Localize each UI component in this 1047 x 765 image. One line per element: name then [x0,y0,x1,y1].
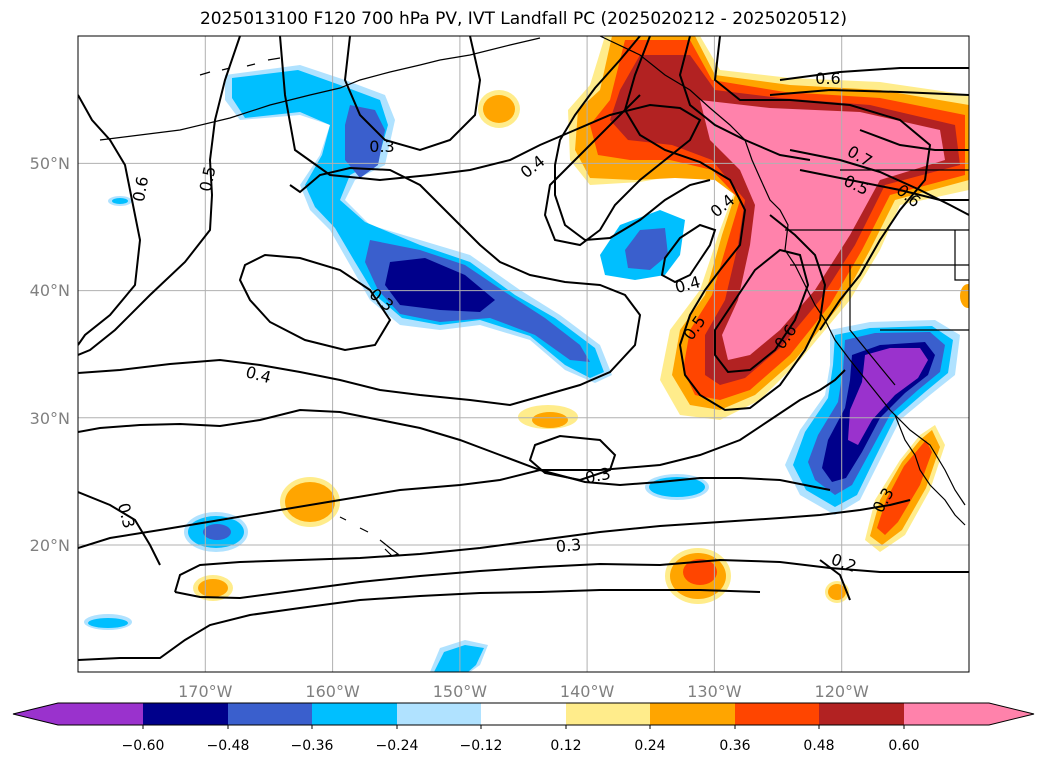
contour-line [554,36,711,242]
negative-anomaly-darkblue [385,258,495,312]
colorbar-bin [397,703,481,725]
colorbar-tick-label: 0.48 [803,738,834,754]
contour-label: 0.3 [555,535,582,556]
contour-line [78,166,642,407]
lat-tick-label: 50°N [30,154,70,173]
positive-patch [285,482,335,522]
contour-line [714,248,810,374]
colorbar-extend-low [13,703,58,725]
contour-label: 0.3 [369,137,394,156]
colorbar-bin [312,703,397,725]
negative-patch [88,618,128,628]
colorbar-tick-label: −0.60 [122,738,165,754]
contour-line [799,169,969,201]
pv-contours [78,36,969,661]
lat-tick-label: 30°N [30,409,70,428]
contour-label: 0.6 [129,175,152,203]
negative-patch [434,645,484,672]
lon-tick-label: 140°W [560,682,615,701]
contour-line [623,36,827,412]
positive-patch [198,579,228,597]
contour-line [238,253,392,352]
colorbar-tick-label: 0.24 [634,738,665,754]
lon-tick-label: 150°W [433,682,488,701]
positive-patch [960,284,969,308]
lat-tick-label: 20°N [30,536,70,555]
map-frame [77,35,970,673]
colorbar-bin [650,703,735,725]
nw-coast [599,36,966,506]
colorbar-bin [481,703,566,725]
contour-line [678,36,811,161]
lat-tick-label: 40°N [30,281,70,300]
state-border [954,230,969,281]
contour-line [174,558,969,600]
colorbar: −0.60 −0.48 −0.36 −0.24 −0.12 0.12 0.24 … [12,702,1035,754]
contour-line [78,369,846,549]
contour-label: 0.5 [196,164,220,193]
contour-line [859,129,969,151]
lat-tick-labels: 20°N 30°N 40°N 50°N [30,154,70,555]
lon-tick-label: 170°W [178,682,233,701]
colorbar-bin [58,703,143,725]
negative-patch [203,524,231,540]
colorbar-tick-label: 0.60 [888,738,919,754]
contour-label: 0.6 [815,69,840,88]
positive-patch [683,559,717,585]
colorbar-tick-label: −0.36 [291,738,334,754]
contour-line [769,88,969,96]
positive-patch [532,412,568,428]
negative-patch [112,198,128,204]
contour-line [343,36,482,152]
contour-line [279,36,702,247]
colorbar-bin [904,703,989,725]
contour-line [713,36,932,331]
positive-patch [483,95,515,123]
contour-line [789,149,969,216]
alaska-coast [99,37,541,141]
contour-line [78,491,161,566]
baja-coast [894,414,966,526]
contour-line [78,36,241,356]
contour-line [819,559,851,601]
colorbar-tick-label: 0.12 [550,738,581,754]
lon-tick-labels: 170°W 160°W 150°W 140°W 130°W 120°W [178,682,869,701]
colorbar-bin [228,703,312,725]
contour-line [78,408,831,491]
colorbar-extend-high [989,703,1034,725]
colorbar-outline [12,702,1035,726]
colorbar-tick-label: 0.36 [719,738,750,754]
contour-line [779,67,969,81]
map-title: 2025013100 F120 700 hPa PV, IVT Landfall… [199,9,847,29]
colorbar-bin [819,703,904,725]
hawaii-islands [339,516,400,557]
colorbar-tick-label: −0.24 [376,738,419,754]
colorbar-tick-label: −0.48 [207,738,250,754]
lon-tick-label: 120°W [815,682,870,701]
colorbar-bin [735,703,819,725]
map-gridlines [78,36,969,672]
lon-tick-label: 130°W [687,682,742,701]
contour-label: 0.3 [583,464,612,488]
negative-socal-purple [848,348,928,445]
colorbar-bin [566,703,650,725]
colorbar-bin [143,703,228,725]
contour-line [174,499,911,593]
contour-line [660,223,717,284]
aleutian-islands [199,57,281,76]
positive-patch [828,584,846,600]
contour-line [78,94,142,346]
negative-anomaly-blue [345,105,385,178]
negative-patch [625,228,668,270]
contour-line [78,589,761,661]
lon-tick-label: 160°W [305,682,360,701]
colorbar-tick-label: −0.12 [460,738,503,754]
